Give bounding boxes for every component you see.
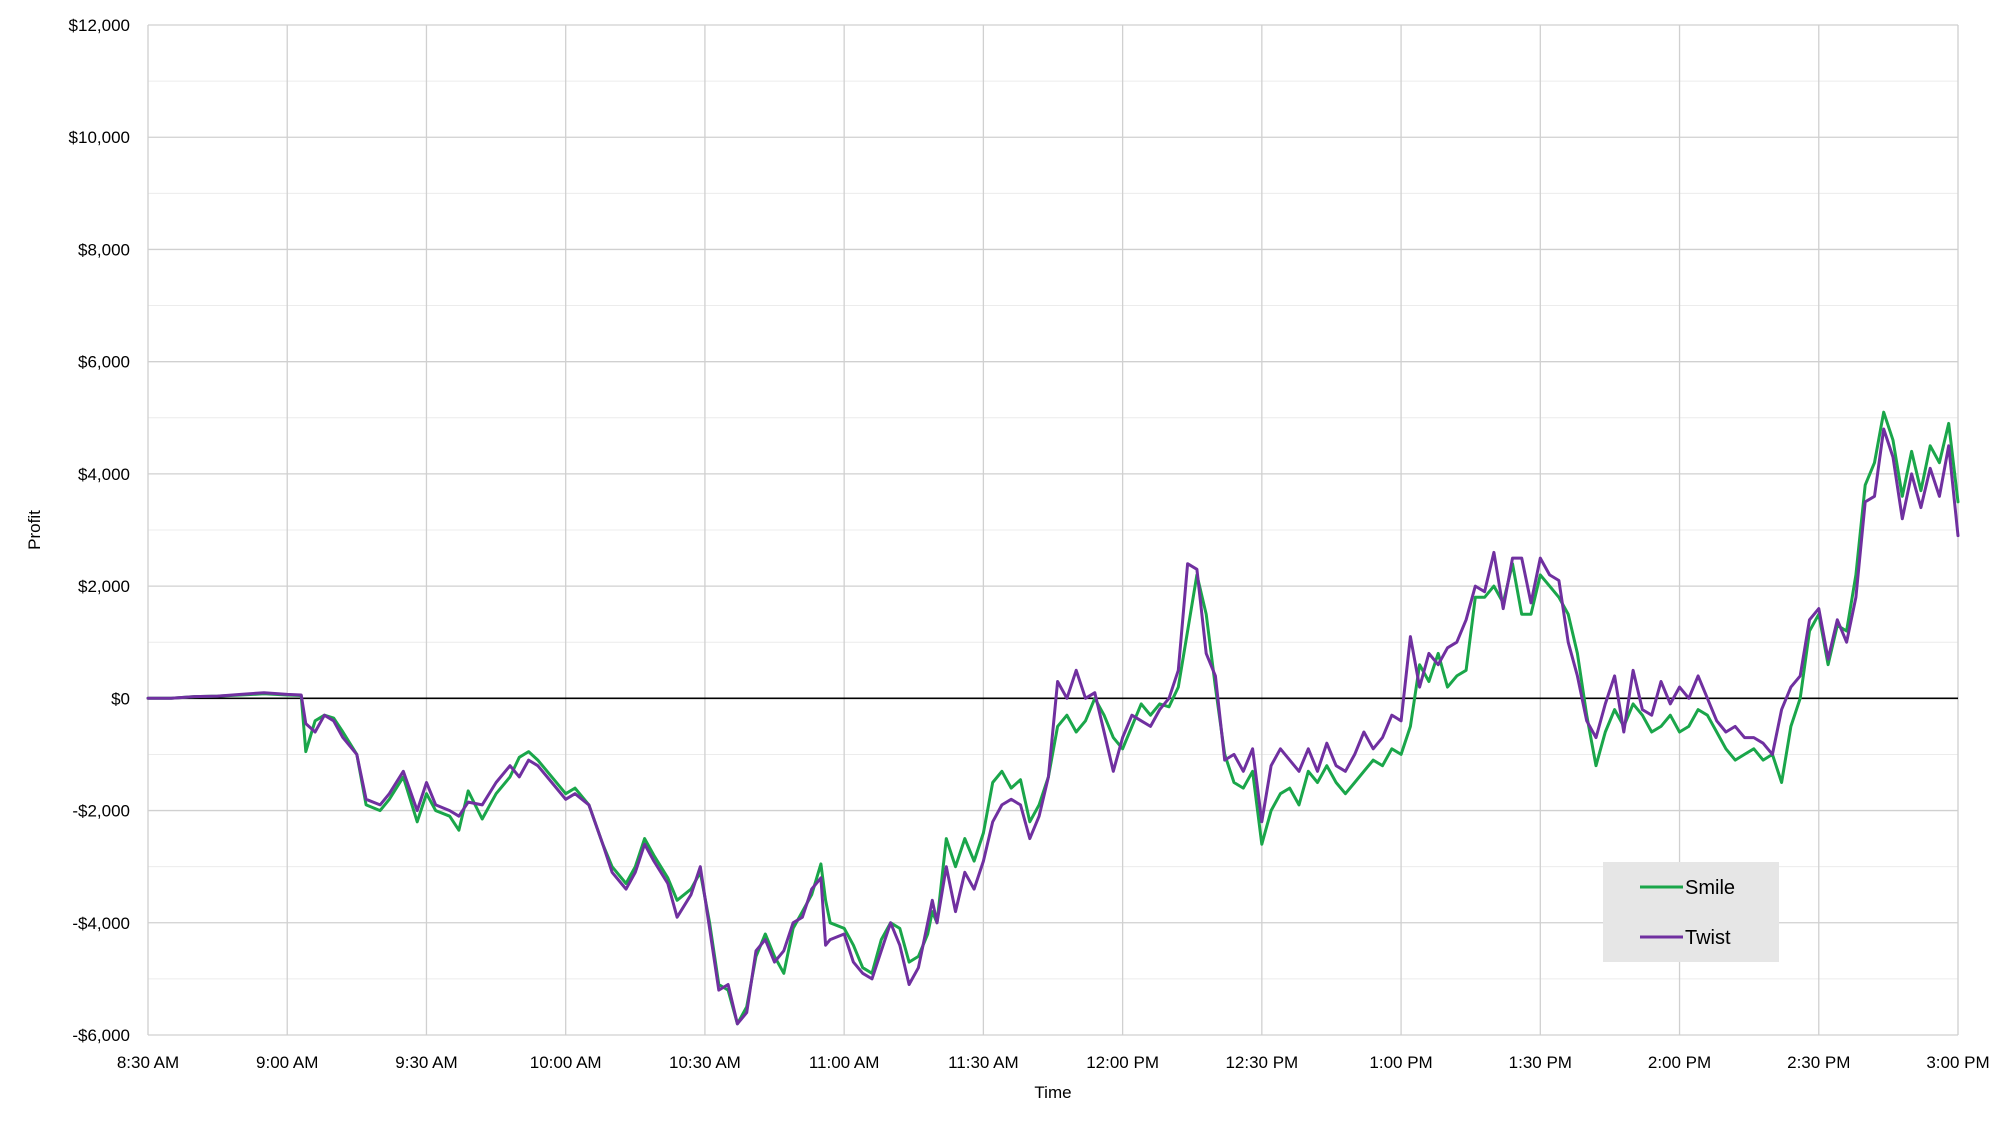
x-tick-label: 10:30 AM — [669, 1053, 741, 1072]
y-tick-label: -$6,000 — [72, 1026, 130, 1045]
x-tick-label: 9:00 AM — [256, 1053, 318, 1072]
y-tick-label: $4,000 — [78, 465, 130, 484]
x-tick-label: 2:00 PM — [1648, 1053, 1711, 1072]
y-tick-label: -$4,000 — [72, 914, 130, 933]
x-axis-title: Time — [1034, 1083, 1071, 1102]
x-axis-tick-labels: 8:30 AM 9:00 AM 9:30 AM 10:00 AM 10:30 AM 11:… — [117, 1053, 1990, 1072]
legend: Smile Twist — [1603, 862, 1779, 962]
x-tick-label: 12:00 PM — [1086, 1053, 1159, 1072]
series-line-smile — [146, 410, 1960, 1026]
y-tick-label: -$2,000 — [72, 802, 130, 821]
legend-label-smile: Smile — [1685, 877, 1735, 899]
legend-label-twist: Twist — [1685, 927, 1731, 949]
x-tick-label: 1:30 PM — [1509, 1053, 1572, 1072]
series-line-twist — [146, 427, 1960, 1026]
y-tick-label: $10,000 — [69, 128, 130, 147]
y-tick-label: $0 — [111, 689, 130, 708]
y-axis-tick-labels: -$6,000 -$4,000 -$2,000 $0 $2,000 $4,000 $6,00… — [69, 16, 130, 1045]
x-tick-label: 9:30 AM — [395, 1053, 457, 1072]
y-axis-title: Profit — [25, 510, 44, 550]
x-tick-label: 12:30 PM — [1225, 1053, 1298, 1072]
y-tick-label: $2,000 — [78, 577, 130, 596]
series-lines — [146, 410, 1960, 1026]
x-tick-label: 8:30 AM — [117, 1053, 179, 1072]
x-tick-label: 10:00 AM — [530, 1053, 602, 1072]
y-tick-label: $6,000 — [78, 353, 130, 372]
x-tick-label: 11:30 AM — [948, 1053, 1019, 1072]
y-tick-label: $12,000 — [69, 16, 130, 35]
legend-background — [1603, 862, 1779, 962]
x-tick-label: 1:00 PM — [1369, 1053, 1432, 1072]
x-tick-label: 11:00 AM — [809, 1053, 880, 1072]
y-tick-label: $8,000 — [78, 240, 130, 259]
x-tick-label: 3:00 PM — [1926, 1053, 1989, 1072]
x-tick-label: 2:30 PM — [1787, 1053, 1850, 1072]
